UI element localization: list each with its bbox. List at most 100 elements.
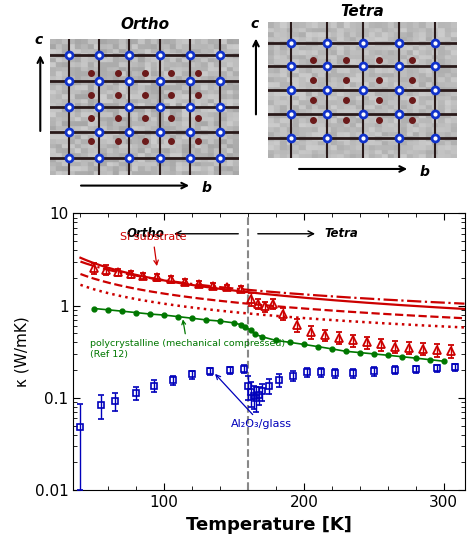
Bar <box>375 58 382 63</box>
Bar <box>363 112 369 117</box>
Bar <box>157 52 164 57</box>
Bar <box>75 79 82 84</box>
Bar <box>69 106 75 111</box>
Bar <box>356 117 363 122</box>
Bar <box>382 22 388 27</box>
Bar <box>233 57 239 61</box>
Bar <box>325 90 331 95</box>
Bar <box>268 72 274 76</box>
Bar <box>208 102 214 106</box>
Bar <box>233 84 239 89</box>
Bar <box>382 117 388 122</box>
Bar <box>306 140 312 144</box>
Bar <box>331 131 337 135</box>
Bar <box>189 161 195 166</box>
Bar <box>325 135 331 140</box>
Bar <box>233 39 239 43</box>
Bar <box>382 63 388 68</box>
Bar <box>281 58 287 63</box>
Bar <box>107 98 113 102</box>
Bar <box>300 58 306 63</box>
Bar <box>363 81 369 85</box>
Bar <box>401 36 407 40</box>
Bar <box>132 125 138 129</box>
Bar <box>401 72 407 76</box>
Bar <box>151 98 157 102</box>
Bar <box>233 93 239 98</box>
Bar <box>274 81 281 85</box>
Bar <box>363 104 369 108</box>
Bar <box>369 76 375 81</box>
Bar <box>157 161 164 166</box>
Bar <box>214 125 220 129</box>
Bar <box>88 156 94 161</box>
Bar <box>438 40 445 45</box>
Bar <box>268 68 274 72</box>
Bar <box>119 170 126 175</box>
Bar <box>401 95 407 99</box>
Bar <box>176 89 182 93</box>
Bar <box>331 68 337 72</box>
Bar <box>151 138 157 143</box>
Bar <box>56 170 63 175</box>
Bar <box>438 95 445 99</box>
Bar <box>227 120 233 125</box>
Bar <box>407 54 413 58</box>
Bar <box>438 22 445 27</box>
Bar <box>319 36 325 40</box>
Bar <box>56 125 63 129</box>
Bar <box>63 156 69 161</box>
Bar <box>227 89 233 93</box>
Bar <box>413 63 419 68</box>
Bar <box>388 68 394 72</box>
Bar <box>75 39 82 43</box>
Bar <box>195 106 201 111</box>
Bar <box>375 76 382 81</box>
Bar <box>306 112 312 117</box>
Bar <box>132 98 138 102</box>
Bar <box>56 39 63 43</box>
Bar <box>63 43 69 48</box>
Bar <box>189 66 195 70</box>
Bar <box>268 22 274 27</box>
Bar <box>344 54 350 58</box>
Bar <box>50 61 56 66</box>
Bar <box>413 22 419 27</box>
Bar <box>281 85 287 90</box>
Bar <box>100 116 107 120</box>
Bar <box>419 135 426 140</box>
Bar <box>126 147 132 152</box>
Bar <box>319 135 325 140</box>
Bar <box>100 156 107 161</box>
Bar <box>170 106 176 111</box>
Bar <box>119 147 126 152</box>
Bar <box>189 102 195 106</box>
Bar <box>287 117 293 122</box>
Bar <box>375 68 382 72</box>
Bar <box>401 131 407 135</box>
Bar <box>274 22 281 27</box>
Bar <box>293 144 300 149</box>
Bar <box>138 98 145 102</box>
Bar <box>363 36 369 40</box>
Bar <box>157 156 164 161</box>
Bar <box>151 125 157 129</box>
Bar <box>325 58 331 63</box>
Bar <box>138 161 145 166</box>
Bar <box>145 93 151 98</box>
Bar <box>176 134 182 138</box>
Bar <box>394 76 401 81</box>
Bar <box>189 143 195 147</box>
Bar <box>344 49 350 54</box>
Bar <box>274 117 281 122</box>
Bar <box>119 43 126 48</box>
Bar <box>56 106 63 111</box>
Bar <box>170 70 176 75</box>
Bar <box>274 140 281 144</box>
Bar <box>363 85 369 90</box>
Bar <box>312 135 319 140</box>
Bar <box>227 170 233 175</box>
Bar <box>151 84 157 89</box>
Bar <box>189 125 195 129</box>
Bar <box>363 63 369 68</box>
